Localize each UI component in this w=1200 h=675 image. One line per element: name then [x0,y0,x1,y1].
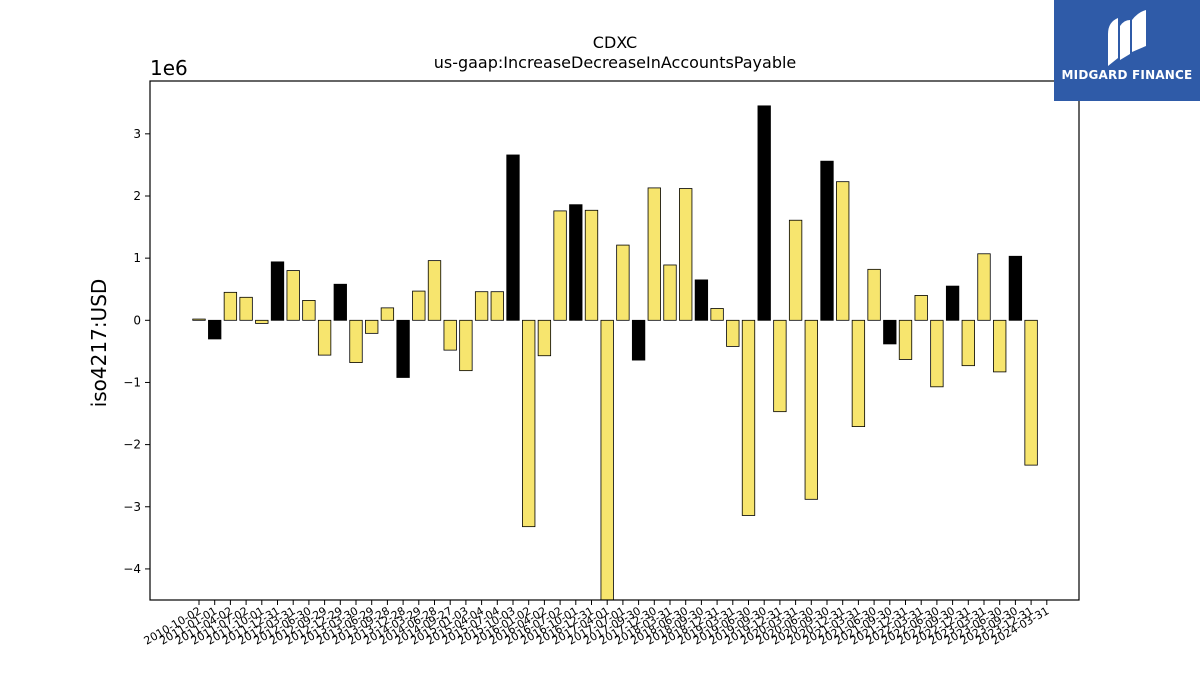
chart-title: CDXC [593,33,637,52]
bar [569,204,583,321]
bar [1024,319,1038,466]
bar [286,270,300,321]
chart-subtitle: us-gaap:IncreaseDecreaseInAccountsPayabl… [434,53,797,72]
y-tick-label: −4 [123,562,141,576]
bar [851,319,866,427]
bar [553,210,567,321]
bar [537,319,552,357]
y-tick-label: −2 [123,438,141,452]
midgard-finance-logo: MIDGARD FINANCE [1054,0,1200,101]
bar [1008,255,1023,321]
bar [616,244,630,321]
bar [490,291,504,321]
bar [694,279,709,321]
bar [380,307,395,321]
bar [788,219,803,321]
bar [679,188,693,321]
bar [741,319,756,516]
bar [631,319,646,361]
bar [443,319,457,351]
y-axis-label: iso4217:USD [87,279,111,408]
bar [412,290,426,321]
y-tick-label: 2 [133,189,141,203]
bar [506,154,520,321]
y-tick-label: −3 [123,500,141,514]
logo-text: MIDGARD FINANCE [1061,68,1193,82]
bar [584,209,599,321]
bar [930,319,944,388]
bar [663,264,677,321]
bar [804,319,818,500]
bar [333,283,347,321]
bar [883,319,897,345]
bar [396,319,410,378]
plot-frame [149,80,1080,601]
bar [914,295,928,321]
midgard-logo-icon [1108,10,1146,66]
bar [349,319,363,363]
bar [192,318,206,321]
bar [773,319,787,413]
bar [647,187,661,321]
bar [993,319,1007,373]
bar [255,319,269,324]
y-axis-ticks: −4 −3 −2 −1 0 1 2 3 [123,127,150,576]
bar-series [192,105,1038,601]
y-tick-label: 1 [133,251,141,265]
bar [961,319,975,367]
bar [820,160,834,321]
bar [898,319,913,360]
bar [270,261,285,321]
y-axis-multiplier: 1e6 [150,56,188,80]
bar [427,260,442,321]
bar [757,105,771,321]
bar [317,319,332,356]
bar [600,319,614,601]
bar [522,319,536,528]
bar [239,296,253,321]
bar [836,181,850,321]
bar [365,319,379,334]
bar [710,308,724,321]
x-axis-ticks: 2010-10-022011-01-012011-04-022011-07-02… [142,600,1051,648]
bar [474,291,489,321]
bar [726,319,740,347]
y-tick-label: 0 [133,313,141,327]
y-tick-label: −1 [123,375,141,389]
bar [867,268,881,321]
y-tick-label: 3 [133,127,141,141]
bar [223,291,238,321]
bar [945,285,960,321]
bar [302,300,316,321]
bar [977,253,991,321]
bar [208,319,222,340]
bar [459,319,473,372]
